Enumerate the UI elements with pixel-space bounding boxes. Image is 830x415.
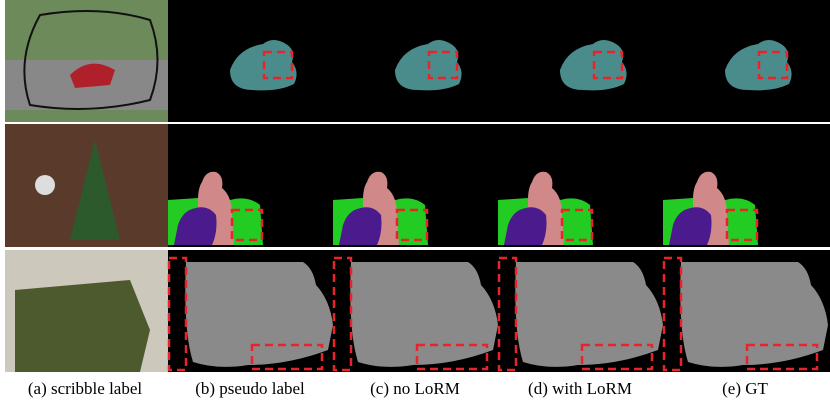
car (15, 280, 150, 372)
person-head (35, 175, 55, 195)
caption: (b) pseudo label (195, 379, 305, 398)
caption: (c) no LoRM (370, 379, 460, 398)
row-separator (168, 122, 830, 124)
row-separator (168, 247, 830, 250)
captions: (a) scribble label (b) pseudo label (c) no… (28, 379, 769, 398)
motorbike (70, 63, 115, 88)
caption: (a) scribble label (28, 379, 142, 398)
caption: (e) GT (722, 379, 768, 398)
scribble (23, 10, 159, 110)
tree (70, 140, 120, 240)
caption: (d) with LoRM (528, 379, 632, 398)
image-grid (5, 0, 830, 372)
